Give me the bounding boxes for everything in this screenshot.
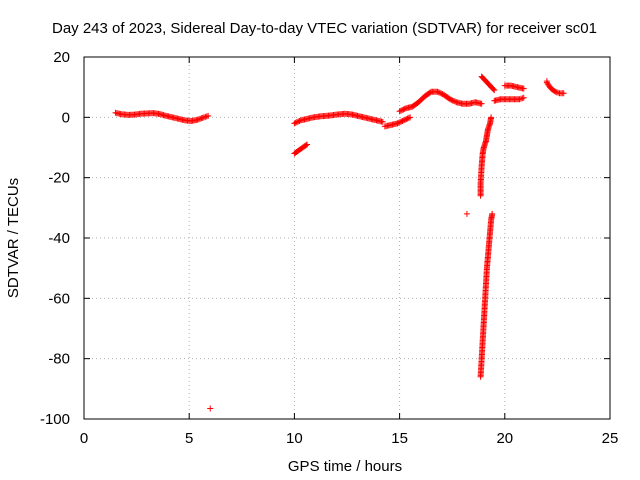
x-tick-label: 15 [391,430,408,447]
data-point [555,89,562,96]
data-point [207,405,214,412]
data-point [405,114,412,121]
grid-lines [84,57,610,419]
data-point [553,89,560,96]
y-tick-label: -40 [48,230,70,247]
data-point [291,120,298,127]
data-point [452,98,459,105]
data-point [402,116,409,123]
data-point [400,117,407,124]
data-point [517,95,524,102]
y-tick-label: -80 [48,351,70,368]
x-tick-label: 0 [80,430,88,447]
data-point [293,119,300,126]
data-point [435,89,442,96]
data-point [436,89,443,96]
y-axis-label: SDTVAR / TECUs [5,178,22,298]
data-point [203,113,210,120]
data-point [516,96,523,103]
data-point [449,97,456,104]
data-point [205,112,212,119]
data-point [560,90,567,97]
data-point [397,107,404,114]
data-point [200,114,207,121]
data-point [519,95,526,102]
data-point [399,117,406,124]
data-point [450,98,457,105]
data-point [292,119,299,126]
data-point [520,85,527,92]
data-point [434,88,441,95]
data-point [552,88,559,95]
data-point [543,78,550,85]
data-point [488,114,495,121]
data-point [478,100,485,107]
data-point [491,87,498,94]
x-tick-label: 20 [496,430,513,447]
axis-ticks [83,56,611,420]
data-point [489,210,496,217]
data-point [438,90,445,97]
data-point [398,118,405,125]
data-point [397,119,404,126]
x-axis-label: GPS time / hours [288,458,402,475]
data-point [447,96,454,103]
data-point [394,120,401,127]
data-point [463,210,470,217]
data-point [302,142,309,149]
x-tick-label: 5 [185,430,193,447]
data-point [379,118,386,125]
data-point [202,113,209,120]
data-point [407,114,414,121]
data-point [396,108,403,115]
data-point [304,141,311,148]
y-tick-label: -100 [40,411,70,428]
data-point [404,115,411,122]
data-point [296,117,303,124]
data-point [401,105,408,112]
data-point [399,107,406,114]
chart-title: Day 243 of 2023, Sidereal Day-to-day VTE… [52,20,597,37]
data-point [403,116,410,123]
y-tick-label: -20 [48,170,70,187]
data-point [490,86,497,93]
x-tick-label: 25 [602,430,619,447]
y-tick-label: 0 [62,109,70,126]
y-tick-label: 20 [53,49,70,66]
data-point [448,96,455,103]
data-point [395,119,402,126]
y-tick-label: -60 [48,290,70,307]
data-points [112,73,567,412]
data-point [295,118,302,125]
data-point [520,94,527,101]
tick-labels: 0 5 10 15 20 25 -100 -80 -60 -40 -20 0 20 [40,49,618,447]
x-tick-label: 10 [286,430,303,447]
data-point [400,106,407,113]
